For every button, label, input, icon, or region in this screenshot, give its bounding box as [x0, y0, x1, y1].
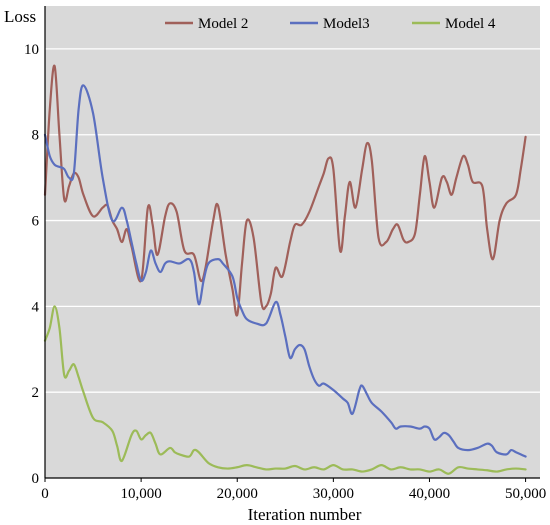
y-axis-title: Loss	[4, 7, 36, 26]
series-line-model-4	[43, 305, 527, 475]
x-axis-title: Iteration number	[248, 505, 362, 524]
series-lines	[43, 64, 527, 475]
y-tick-label: 4	[32, 299, 40, 315]
y-tick-label: 0	[32, 471, 40, 487]
y-tick-label: 2	[32, 385, 40, 401]
x-tick-label: 30,000	[313, 486, 354, 502]
y-tick-label: 10	[24, 42, 39, 58]
x-tick-label: 40,000	[409, 486, 450, 502]
plot-area-background	[45, 6, 540, 478]
legend-label-model-4: Model 4	[445, 16, 496, 32]
x-tick-label: 0	[41, 486, 49, 502]
y-tick-label: 6	[32, 214, 40, 230]
legend-label-model3: Model3	[323, 16, 370, 32]
x-tick-label: 10,000	[120, 486, 161, 502]
x-tick-label: 20,000	[217, 486, 258, 502]
x-tick-label: 50,000	[505, 486, 546, 502]
axes: 0 2 4 6 8 10 0 10,000 20,000 30,000 40,000 50,000	[24, 6, 546, 502]
y-tick-label: 8	[32, 128, 40, 144]
legend: Model 2 Model3 Model 4	[165, 16, 496, 32]
series-line-model3	[43, 84, 527, 458]
legend-label-model-2: Model 2	[198, 16, 248, 32]
series-line-model-2	[43, 64, 527, 317]
